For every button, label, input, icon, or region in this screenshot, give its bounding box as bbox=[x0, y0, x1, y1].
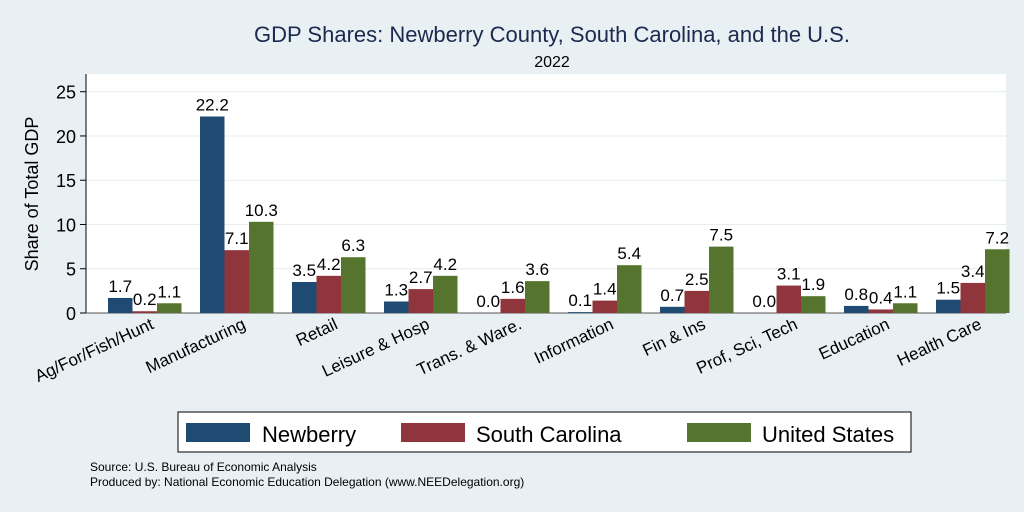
bar-south-carolina bbox=[408, 289, 433, 313]
bar-newberry bbox=[384, 301, 409, 313]
bar-south-carolina bbox=[684, 290, 709, 313]
legend-label-newberry: Newberry bbox=[262, 422, 356, 447]
data-label: 0.0 bbox=[476, 292, 500, 311]
bar-united-states bbox=[157, 303, 182, 313]
y-tick-label: 25 bbox=[56, 83, 76, 103]
category-label: Health Care bbox=[894, 314, 984, 370]
data-label: 1.7 bbox=[108, 277, 132, 296]
source-note: Source: U.S. Bureau of Economic Analysis bbox=[90, 460, 317, 474]
data-label: 1.6 bbox=[501, 278, 525, 297]
bar-united-states bbox=[525, 281, 550, 313]
bar-newberry bbox=[108, 297, 133, 313]
bar-south-carolina bbox=[868, 309, 893, 313]
data-label: 1.1 bbox=[893, 282, 917, 301]
y-tick-label: 15 bbox=[56, 171, 76, 191]
legend-swatch-south-carolina bbox=[401, 423, 465, 442]
y-axis-label: Share of Total GDP bbox=[22, 117, 42, 272]
data-label: 4.2 bbox=[317, 255, 341, 274]
bar-newberry bbox=[568, 312, 593, 313]
bar-south-carolina bbox=[224, 250, 249, 313]
data-label: 3.4 bbox=[961, 262, 985, 281]
bar-united-states bbox=[801, 296, 826, 313]
bar-south-carolina bbox=[500, 298, 525, 313]
category-label: Prof, Sci, Tech bbox=[693, 314, 800, 377]
data-labels: 1.70.2 1.122.27.110.33.5 4.26.31.32.74.20.… bbox=[108, 95, 1009, 311]
legend-swatch-newberry bbox=[186, 423, 250, 442]
data-label: 1.1 bbox=[157, 282, 181, 301]
bar-united-states bbox=[893, 303, 918, 313]
bar-united-states bbox=[709, 246, 734, 313]
y-tick-label: 5 bbox=[66, 260, 76, 280]
chart-subtitle: 2022 bbox=[534, 54, 570, 71]
chart-title: GDP Shares: Newberry County, South Carol… bbox=[254, 22, 850, 47]
data-label: 22.2 bbox=[196, 95, 229, 114]
data-label: 0.8 bbox=[844, 285, 868, 304]
bar-south-carolina bbox=[960, 282, 985, 313]
bar-newberry bbox=[660, 306, 685, 313]
category-label: Trans. & Ware. bbox=[414, 314, 524, 379]
bar-south-carolina bbox=[592, 300, 617, 313]
bar-south-carolina bbox=[776, 285, 801, 313]
y-axis-ticks: 0 5 10 15 20 25 bbox=[56, 83, 86, 324]
legend-swatch-united-states bbox=[687, 423, 751, 442]
data-label: 1.3 bbox=[384, 280, 408, 299]
data-label: 0.2 bbox=[133, 290, 157, 309]
data-label: 10.3 bbox=[245, 201, 278, 220]
bar-south-carolina bbox=[132, 311, 157, 313]
data-label: 3.1 bbox=[777, 265, 801, 284]
y-tick-label: 20 bbox=[56, 127, 76, 147]
bar-united-states bbox=[341, 257, 366, 313]
bar-united-states bbox=[249, 221, 274, 313]
bar-newberry bbox=[200, 116, 225, 313]
bar-united-states bbox=[985, 249, 1010, 313]
data-label: 5.4 bbox=[617, 244, 641, 263]
category-label: Retail bbox=[293, 314, 340, 350]
data-label: 7.5 bbox=[709, 226, 733, 245]
data-label: 0.0 bbox=[752, 292, 776, 311]
category-label: Fin & Ins bbox=[640, 314, 709, 360]
data-label: 1.5 bbox=[936, 279, 960, 298]
category-label: Manufacturing bbox=[143, 314, 249, 377]
legend-box bbox=[177, 411, 912, 453]
bar-south-carolina bbox=[316, 275, 341, 313]
legend-label-united-states: United States bbox=[762, 422, 894, 447]
data-label: 2.5 bbox=[685, 270, 709, 289]
legend: Newberry South Carolina United States bbox=[177, 411, 912, 453]
data-label: 3.6 bbox=[525, 260, 549, 279]
category-label: Ag/For/Fish/Hunt bbox=[32, 314, 157, 386]
bar-united-states bbox=[617, 265, 642, 313]
bar-united-states bbox=[433, 275, 458, 313]
bar-newberry bbox=[844, 305, 869, 313]
data-label: 4.2 bbox=[433, 255, 457, 274]
category-label: Education bbox=[816, 314, 893, 363]
y-tick-label: 0 bbox=[66, 304, 76, 324]
data-label: 6.3 bbox=[341, 236, 365, 255]
bar-newberry bbox=[292, 282, 317, 313]
category-label: Information bbox=[531, 314, 616, 367]
data-label: 1.4 bbox=[593, 280, 617, 299]
data-label: 0.1 bbox=[568, 291, 592, 310]
data-label: 0.7 bbox=[660, 286, 684, 305]
produced-by-note: Produced by: National Economic Education… bbox=[90, 475, 524, 489]
data-label: 7.2 bbox=[985, 228, 1009, 247]
y-tick-label: 10 bbox=[56, 215, 76, 235]
bars bbox=[108, 116, 1010, 313]
data-label: 3.5 bbox=[292, 261, 316, 280]
data-label: 0.4 bbox=[869, 288, 893, 307]
data-label: 2.7 bbox=[409, 268, 433, 287]
data-label: 7.1 bbox=[225, 229, 249, 248]
data-label: 1.9 bbox=[801, 275, 825, 294]
legend-label-south-carolina: South Carolina bbox=[476, 422, 622, 447]
bar-newberry bbox=[936, 299, 961, 313]
